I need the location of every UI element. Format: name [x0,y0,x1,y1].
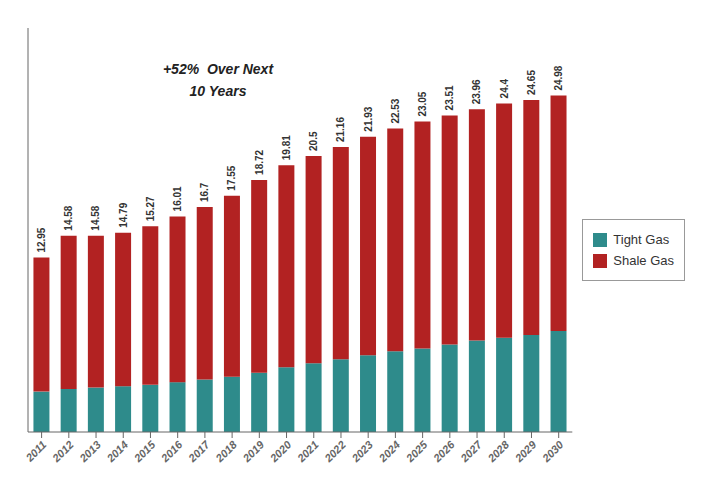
svg-text:24.4: 24.4 [499,79,510,99]
svg-text:2029: 2029 [512,438,539,465]
svg-text:2028: 2028 [485,438,512,465]
svg-text:2024: 2024 [376,438,403,465]
svg-text:2019: 2019 [240,438,267,465]
svg-text:24.65: 24.65 [526,70,537,95]
svg-text:23.51: 23.51 [444,85,455,110]
svg-text:20.5: 20.5 [308,131,319,151]
svg-text:2021: 2021 [294,438,321,465]
svg-text:2015: 2015 [131,438,158,465]
html-text:Shale Gas: Shale Gas [613,253,674,268]
svg-text:2017: 2017 [185,438,212,465]
svg-text:2027: 2027 [457,438,484,465]
svg-text:2030: 2030 [539,438,566,465]
svg-text:23.96: 23.96 [471,79,482,104]
svg-text:14.58: 14.58 [63,205,74,230]
svg-text:16.01: 16.01 [172,186,183,211]
html-text:Tight Gas: Tight Gas [613,232,670,247]
svg-text:2025: 2025 [403,438,430,465]
svg-text:14.58: 14.58 [90,205,101,230]
svg-text:18.72: 18.72 [254,149,265,174]
svg-text:2012: 2012 [49,438,76,465]
svg-text:2023: 2023 [349,438,376,465]
svg-text:19.81: 19.81 [281,135,292,160]
svg-text:2022: 2022 [321,438,348,465]
svg-text:21.16: 21.16 [335,117,346,142]
html-text:+52% Over Next: +52% Over Next [162,61,274,77]
svg-text:23.05: 23.05 [417,91,428,116]
svg-text:2020: 2020 [267,438,294,465]
svg-text:2011: 2011 [23,438,49,464]
svg-text:22.53: 22.53 [390,98,401,123]
html-text:10 Years: 10 Years [189,83,247,99]
svg-text:24.98: 24.98 [553,65,564,90]
svg-text:2016: 2016 [158,438,185,465]
svg-text:14.79: 14.79 [118,202,129,227]
svg-text:2026: 2026 [430,438,457,465]
svg-text:21.93: 21.93 [363,106,374,131]
svg-text:2014: 2014 [104,438,131,465]
svg-text:17.55: 17.55 [226,165,237,190]
svg-text:16.7: 16.7 [199,182,210,202]
svg-text:12.95: 12.95 [36,227,47,252]
svg-text:2013: 2013 [76,438,103,465]
svg-text:2018: 2018 [213,438,240,465]
svg-text:15.27: 15.27 [145,196,156,221]
